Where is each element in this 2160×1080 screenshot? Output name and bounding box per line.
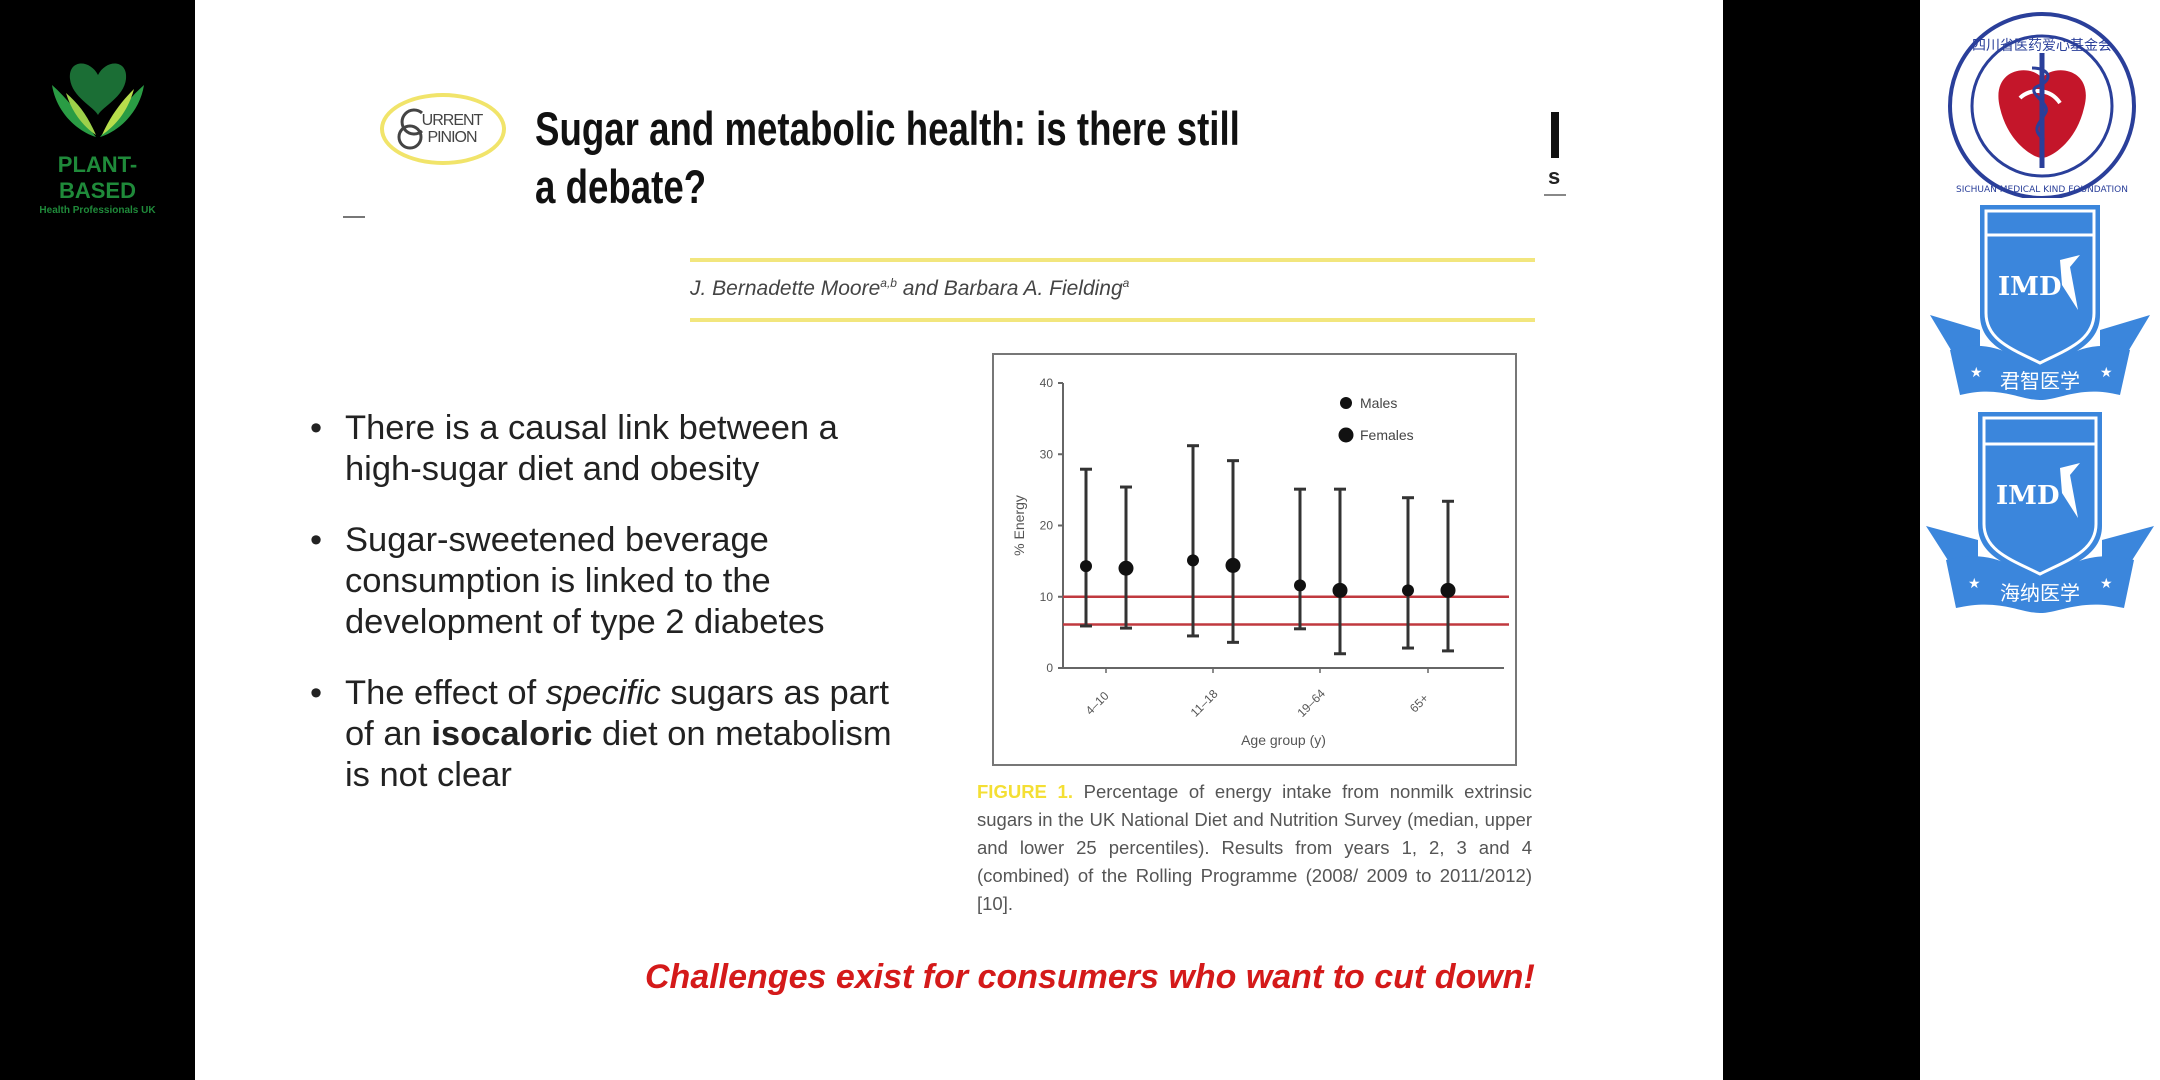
svg-text:11–18: 11–18 xyxy=(1188,687,1221,720)
svg-text:65+: 65+ xyxy=(1407,691,1431,715)
presentation-slide: URRENT PINION Sugar and metabolic health… xyxy=(195,0,1723,1080)
svg-text:0: 0 xyxy=(1046,661,1053,675)
bullet-icon: • xyxy=(310,674,323,712)
svg-text:40: 40 xyxy=(1040,376,1054,390)
title-line1: Sugar and metabolic health: is there sti… xyxy=(535,102,1240,155)
sichuan-foundation-logo: 四川省医药爱心基金会 SICHUAN MEDICAL KIND FOUNDATI… xyxy=(1920,8,2160,200)
svg-text:10: 10 xyxy=(1040,590,1054,604)
article-title: Sugar and metabolic health: is there sti… xyxy=(535,100,1276,216)
right-sidebar: 四川省医药爱心基金会 SICHUAN MEDICAL KIND FOUNDATI… xyxy=(1920,0,2160,1080)
heart-leaves-icon xyxy=(51,63,144,137)
author-1-affil: a,b xyxy=(880,276,897,290)
bullet-text-pre: The effect of xyxy=(345,674,546,712)
svg-text:★: ★ xyxy=(1968,575,1981,591)
figure-label: FIGURE 1. xyxy=(977,781,1073,802)
divider xyxy=(343,216,365,218)
svg-text:Males: Males xyxy=(1360,395,1397,411)
left-sidebar: PLANT-BASED Health Professionals UK xyxy=(0,0,195,1080)
current-opinion-logo: URRENT PINION xyxy=(380,93,506,165)
svg-text:19–64: 19–64 xyxy=(1294,686,1328,720)
logo-line1: URRENT xyxy=(421,112,484,129)
bullet-text-italic: specific xyxy=(545,674,661,712)
callout-text: Challenges exist for consumers who want … xyxy=(645,958,1535,996)
authors-and: and xyxy=(896,277,944,300)
authors-band: J. Bernadette Moorea,b and Barbara A. Fi… xyxy=(690,258,1535,322)
svg-text:% Energy: % Energy xyxy=(1011,495,1027,556)
divider xyxy=(1544,194,1566,196)
plant-based-logo: PLANT-BASED Health Professionals UK xyxy=(20,45,175,216)
author-1: J. Bernadette Moore xyxy=(690,277,881,300)
imd-chinese-name: 君智医学 xyxy=(2000,369,2080,393)
figure-chart: 0 10 20 30 40 % Energy 4–10 11–18 19–64 65+ Males F… xyxy=(992,353,1517,766)
author-2: Barbara A. Fielding xyxy=(943,277,1123,300)
imd-chinese-name: 海纳医学 xyxy=(2000,581,2080,605)
bullet-text-mid: sugars as part of an xyxy=(345,674,889,753)
logo-line2: PINION xyxy=(427,129,477,146)
bullet-text-bold: isocaloric xyxy=(431,715,593,753)
fragment-letter: s xyxy=(1548,164,1561,189)
svg-text:4–10: 4–10 xyxy=(1083,689,1112,718)
svg-text:Age group (y): Age group (y) xyxy=(1241,732,1326,748)
black-separator xyxy=(1723,0,1920,1080)
svg-text:★: ★ xyxy=(2100,575,2113,591)
author-2-affil: a xyxy=(1122,276,1130,290)
logo-subtitle: Health Professionals UK xyxy=(39,205,156,216)
authors-text: J. Bernadette Moorea,b and Barbara A. Fi… xyxy=(690,276,1129,301)
cropped-title-fragment: s xyxy=(1544,112,1566,196)
imd-shield-icon: IMD ★ ★ 君智医学 xyxy=(1930,205,2150,400)
imd-text: IMD xyxy=(1998,272,2062,302)
bullet-item: • Sugar-sweetened beverage consumption i… xyxy=(310,520,910,643)
svg-text:★: ★ xyxy=(2100,364,2113,380)
co-rings-icon xyxy=(397,108,423,150)
figure-caption: FIGURE 1. Percentage of energy intake fr… xyxy=(977,778,1532,918)
svg-text:20: 20 xyxy=(1040,519,1054,533)
bullet-text-post: diet on metabolism is not clear xyxy=(345,715,892,794)
foundation-seal-icon: 四川省医药爱心基金会 SICHUAN MEDICAL KIND FOUNDATI… xyxy=(1948,12,2136,200)
caption-text: Percentage of energy intake from nonmilk… xyxy=(977,781,1533,914)
svg-text:Females: Females xyxy=(1360,427,1414,443)
imd-text: IMD xyxy=(1996,481,2060,511)
svg-text:★: ★ xyxy=(1970,364,1983,380)
bullet-text: Sugar-sweetened beverage consumption is … xyxy=(345,521,825,641)
error-bar-chart: 0 10 20 30 40 % Energy 4–10 11–18 19–64 65+ Males F… xyxy=(1011,376,1509,748)
foundation-chinese-name: 四川省医药爱心基金会 xyxy=(1972,37,2112,54)
imd-shield-icon: IMD ★ ★ 海纳医学 xyxy=(1926,412,2154,613)
logo-title: PLANT-BASED xyxy=(57,152,138,203)
bullet-icon: • xyxy=(310,409,323,447)
bullet-icon: • xyxy=(310,521,323,559)
svg-text:30: 30 xyxy=(1040,447,1054,461)
bullet-text: There is a causal link between a high-su… xyxy=(345,409,838,488)
foundation-english-name: SICHUAN MEDICAL KIND FOUNDATION xyxy=(1956,185,2128,195)
title-line2: a debate? xyxy=(535,160,707,213)
bullet-item: • There is a causal link between a high-… xyxy=(310,408,910,490)
imd-junzhi-logo: IMD ★ ★ 君智医学 xyxy=(1920,205,2160,405)
bullet-list: • There is a causal link between a high-… xyxy=(310,408,910,826)
exclamation-bar xyxy=(1551,112,1559,158)
imd-haina-logo: IMD ★ ★ 海纳医学 xyxy=(1920,408,2160,618)
bullet-item: • The effect of specific sugars as part … xyxy=(310,673,910,796)
